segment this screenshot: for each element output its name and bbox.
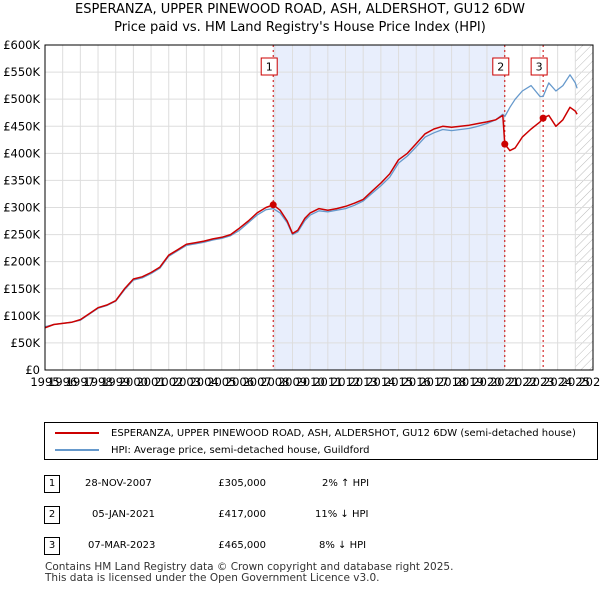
chart-legend: ESPERANZA, UPPER PINEWOOD ROAD, ASH, ALD… — [44, 422, 598, 460]
plot-frame — [44, 44, 594, 371]
legend-label-hpi: HPI: Average price, semi-detached house,… — [111, 444, 370, 456]
y-tick-label: £50K — [11, 336, 41, 350]
y-tick-label: £150K — [3, 282, 40, 296]
x-tick-label: 2025 — [561, 375, 590, 389]
x-tick-label: 2000 — [119, 375, 148, 389]
x-tick-label: 2026 — [578, 375, 600, 389]
price-chart: £0 £50K £100K £150K £200K £250K £300K £350K £400… — [3, 38, 600, 389]
x-tick-label: 2022 — [508, 375, 537, 389]
x-tick-label: 2019 — [455, 375, 484, 389]
sale-point — [269, 201, 277, 209]
transaction-number: 1 — [44, 475, 60, 493]
legend-label-property: ESPERANZA, UPPER PINEWOOD ROAD, ASH, ALD… — [111, 427, 576, 439]
chart-title: ESPERANZA, UPPER PINEWOOD ROAD, ASH, ALD… — [75, 2, 525, 17]
x-tick-label: 1999 — [101, 375, 130, 389]
x-tick-label: 2021 — [490, 375, 519, 389]
transaction-hpi-delta: 11% ↓ HPI — [315, 509, 369, 520]
y-tick-label: £100K — [3, 309, 40, 323]
y-tick-label: £0 — [25, 363, 40, 377]
x-tick-label: 2016 — [402, 375, 431, 389]
x-tick-label: 2009 — [278, 375, 307, 389]
transaction-date: 28-NOV-2007 — [85, 478, 152, 489]
transaction-hpi-delta: 8% ↓ HPI — [319, 540, 367, 551]
sale-label-number: 3 — [536, 61, 543, 74]
x-tick-label: 2018 — [437, 375, 466, 389]
series-line-hpi — [44, 74, 578, 328]
x-tick-label: 2008 — [260, 375, 289, 389]
transaction-number: 2 — [44, 506, 60, 524]
x-tick-label: 1996 — [48, 375, 77, 389]
x-tick-label: 2005 — [207, 375, 236, 389]
x-tick-label: 2015 — [384, 375, 413, 389]
footer-license: This data is licensed under the Open Gov… — [45, 572, 380, 584]
legend-swatch-hpi — [55, 449, 99, 451]
transaction-date: 07-MAR-2023 — [88, 540, 156, 551]
sale-label-number: 2 — [497, 61, 504, 74]
y-tick-label: £350K — [3, 173, 40, 187]
transaction-price: £417,000 — [218, 509, 266, 520]
sale-label-box — [492, 57, 510, 76]
transaction-price: £305,000 — [218, 478, 266, 489]
x-tick-label: 2001 — [136, 375, 165, 389]
transaction-row: 1 28-NOV-2007 £305,000 2% ↑ HPI — [0, 475, 600, 495]
x-tick-label: 2006 — [225, 375, 254, 389]
transaction-date: 05-JAN-2021 — [92, 509, 156, 520]
x-tick-label: 2020 — [472, 375, 501, 389]
transaction-row: 2 05-JAN-2021 £417,000 11% ↓ HPI — [0, 506, 600, 526]
y-tick-label: £500K — [3, 92, 40, 106]
sale-point — [501, 140, 509, 148]
x-tick-label: 2017 — [419, 375, 448, 389]
legend-item-hpi: HPI: Average price, semi-detached house,… — [45, 442, 370, 458]
x-tick-label: 2024 — [543, 375, 572, 389]
x-tick-label: 2013 — [349, 375, 378, 389]
y-tick-label: £250K — [3, 228, 40, 242]
y-tick-label: £300K — [3, 201, 40, 215]
x-tick-label: 1995 — [30, 375, 59, 389]
x-tick-label: 2023 — [525, 375, 554, 389]
x-tick-label: 2014 — [366, 375, 395, 389]
y-tick-label: £400K — [3, 146, 40, 160]
transaction-hpi-delta: 2% ↑ HPI — [322, 478, 370, 489]
sale-point — [539, 114, 547, 122]
y-tick-label: £550K — [3, 65, 40, 79]
transaction-row: 3 07-MAR-2023 £465,000 8% ↓ HPI — [0, 537, 600, 557]
series-line-property — [44, 106, 578, 329]
legend-swatch-property — [55, 432, 99, 434]
x-tick-label: 2003 — [172, 375, 201, 389]
x-tick-label: 1997 — [66, 375, 95, 389]
x-tick-label: 2010 — [296, 375, 325, 389]
y-tick-label: £200K — [3, 255, 40, 269]
sale-label-number: 1 — [266, 61, 273, 74]
x-tick-label: 2011 — [313, 375, 342, 389]
legend-item-property: ESPERANZA, UPPER PINEWOOD ROAD, ASH, ALD… — [45, 425, 576, 441]
x-tick-label: 1998 — [83, 375, 112, 389]
footer-copyright: Contains HM Land Registry data © Crown c… — [45, 561, 454, 573]
sale-label-box — [530, 57, 548, 76]
x-tick-label: 2002 — [154, 375, 183, 389]
transaction-price: £465,000 — [218, 540, 266, 551]
y-tick-label: £600K — [3, 38, 40, 52]
sale-label-box — [260, 57, 278, 76]
x-tick-label: 2004 — [189, 375, 218, 389]
x-tick-label: 2012 — [331, 375, 360, 389]
x-tick-label: 2007 — [242, 375, 271, 389]
chart-subtitle: Price paid vs. HM Land Registry's House … — [114, 20, 486, 35]
transaction-number: 3 — [44, 537, 60, 555]
y-tick-label: £450K — [3, 119, 40, 133]
